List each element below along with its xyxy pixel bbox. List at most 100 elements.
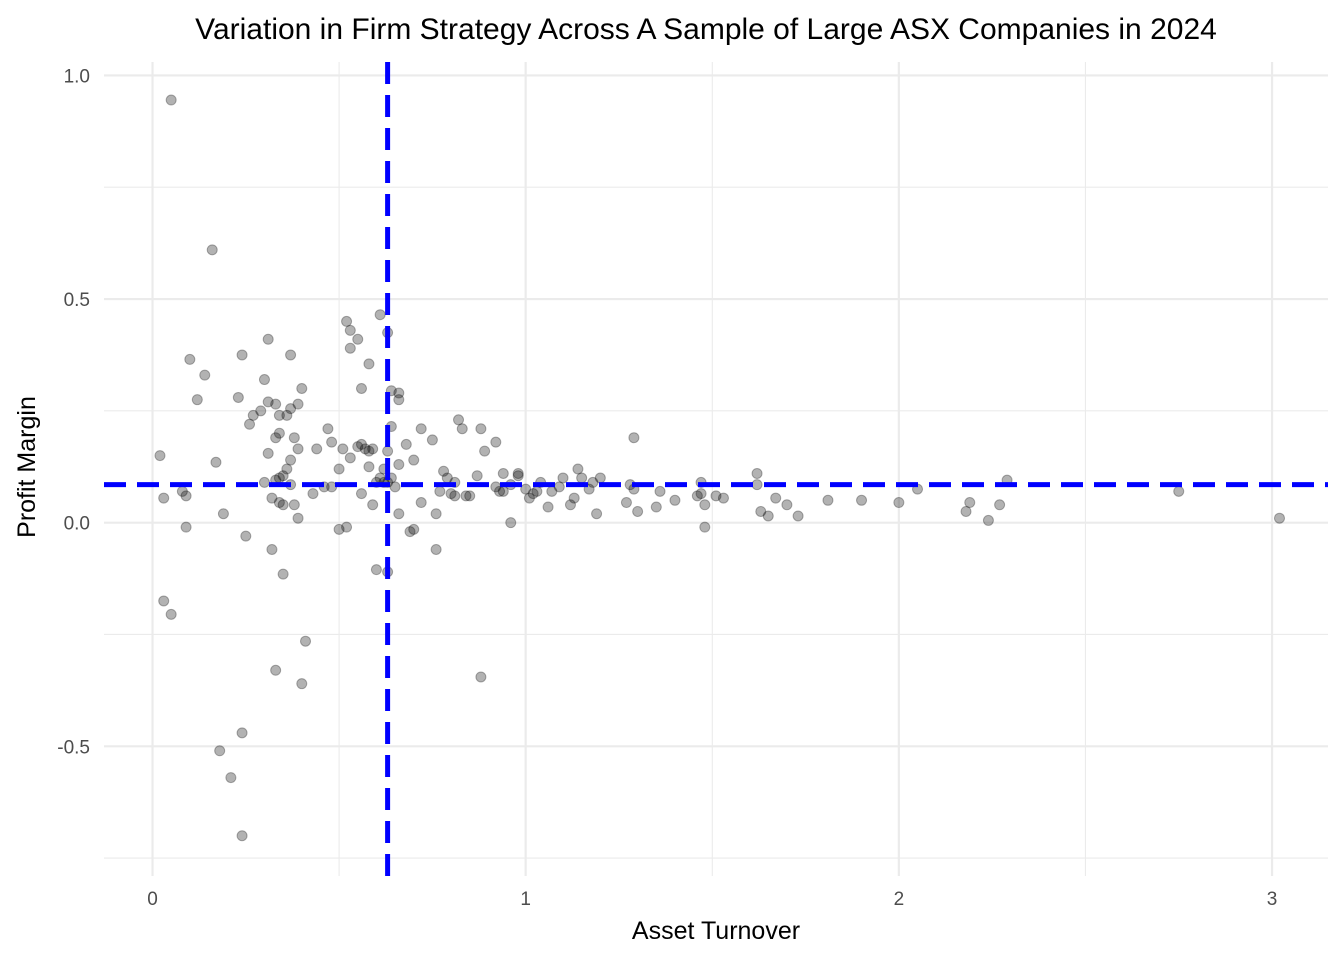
- data-point: [270, 398, 282, 410]
- data-point: [497, 467, 509, 479]
- data-point: [632, 505, 644, 517]
- data-point: [285, 349, 297, 361]
- data-point: [236, 727, 248, 739]
- data-point: [523, 492, 535, 504]
- chart-title: Variation in Firm Strategy Across A Samp…: [195, 13, 1217, 46]
- data-point: [464, 490, 476, 502]
- data-point: [710, 490, 722, 502]
- data-point: [762, 510, 774, 522]
- data-point: [266, 544, 278, 556]
- data-point: [344, 342, 356, 354]
- data-point: [184, 353, 196, 365]
- data-point: [620, 497, 632, 509]
- data-point: [236, 349, 248, 361]
- data-point: [292, 398, 304, 410]
- reference-lines: [104, 62, 1328, 876]
- data-point: [199, 369, 211, 381]
- data-point: [404, 526, 416, 538]
- data-point: [400, 438, 412, 450]
- data-point: [352, 441, 364, 453]
- data-point: [594, 472, 606, 484]
- data-point: [266, 492, 278, 504]
- data-point: [1273, 512, 1285, 524]
- data-point: [344, 324, 356, 336]
- data-point: [307, 488, 319, 500]
- data-point: [341, 315, 353, 327]
- data-point: [475, 671, 487, 683]
- data-point: [240, 530, 252, 542]
- x-tick-label: 3: [1267, 889, 1278, 910]
- data-point: [326, 436, 338, 448]
- data-point: [281, 409, 293, 421]
- data-point: [270, 432, 282, 444]
- data-point: [277, 470, 289, 482]
- data-point: [512, 467, 524, 479]
- x-tick-label: 1: [520, 889, 531, 910]
- data-point: [300, 635, 312, 647]
- data-point: [359, 443, 371, 455]
- data-point: [206, 244, 218, 256]
- x-tick-label: 2: [894, 889, 905, 910]
- data-point: [355, 438, 367, 450]
- data-point: [333, 523, 345, 535]
- data-point: [281, 463, 293, 475]
- data-point: [699, 499, 711, 511]
- data-point: [374, 309, 386, 321]
- data-point: [367, 499, 379, 511]
- data-point: [288, 432, 300, 444]
- data-point: [393, 508, 405, 520]
- data-point: [285, 403, 297, 415]
- data-point: [355, 488, 367, 500]
- data-point: [352, 333, 364, 345]
- data-point: [322, 423, 334, 435]
- data-point: [296, 382, 308, 394]
- data-point: [285, 454, 297, 466]
- data-point: [430, 544, 442, 556]
- data-point: [542, 501, 554, 513]
- data-point: [572, 463, 584, 475]
- data-point: [258, 374, 270, 386]
- data-point: [370, 564, 382, 576]
- data-point: [960, 505, 972, 517]
- data-point: [751, 479, 763, 491]
- data-point: [520, 483, 532, 495]
- data-point: [494, 485, 506, 497]
- x-axis-title: Asset Turnover: [632, 917, 800, 945]
- data-point: [255, 405, 267, 417]
- data-point: [217, 508, 229, 520]
- data-point: [363, 461, 375, 473]
- data-point: [393, 459, 405, 471]
- data-point: [154, 450, 166, 462]
- data-point: [296, 678, 308, 690]
- data-point: [792, 510, 804, 522]
- data-point: [341, 521, 353, 533]
- data-point: [755, 505, 767, 517]
- data-point: [382, 445, 394, 457]
- data-point: [180, 521, 192, 533]
- data-point: [994, 499, 1006, 511]
- data-point: [363, 445, 375, 457]
- data-point: [344, 452, 356, 464]
- y-tick-label: 0.5: [64, 290, 90, 311]
- data-point: [262, 447, 274, 459]
- data-point: [262, 333, 274, 345]
- data-point: [557, 472, 569, 484]
- y-tick-label: 0.0: [64, 514, 90, 535]
- data-point: [311, 443, 323, 455]
- data-point: [445, 488, 457, 500]
- data-point: [568, 492, 580, 504]
- y-tick-label: 1.0: [64, 66, 90, 87]
- data-point: [244, 418, 256, 430]
- data-point: [355, 382, 367, 394]
- y-axis-title: Profit Margin: [13, 396, 41, 538]
- data-point: [277, 568, 289, 580]
- data-point: [262, 396, 274, 408]
- y-tick-label: -0.5: [57, 737, 90, 758]
- data-point: [415, 423, 427, 435]
- data-point: [654, 485, 666, 497]
- data-point: [426, 434, 438, 446]
- data-point: [512, 470, 524, 482]
- data-point: [770, 492, 782, 504]
- data-point: [699, 521, 711, 533]
